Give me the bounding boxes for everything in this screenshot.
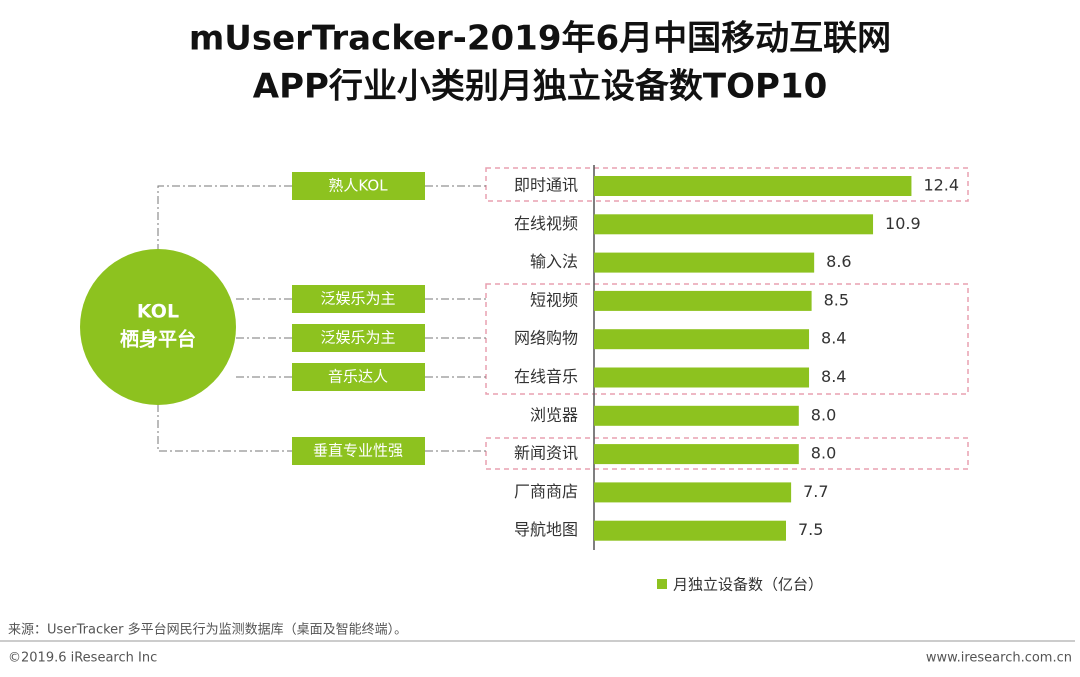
value-label: 10.9 [885,214,921,233]
value-label: 7.7 [803,482,828,501]
bar [594,252,815,273]
highlight-box [485,167,969,202]
tag-box [292,172,425,200]
category-label: 导航地图 [514,520,578,539]
tag-label: 泛娱乐为主 [320,329,395,347]
category-label: 浏览器 [530,405,578,424]
category-label: 短视频 [530,290,578,309]
value-label: 8.0 [811,444,836,463]
category-label: 输入法 [530,252,578,271]
connector [236,298,292,378]
value-label: 7.5 [798,520,823,539]
tag-box [292,363,425,391]
chart-title: mUserTracker-2019年6月中国移动互联网 [189,19,891,59]
tag-label: 垂直专业性强 [313,442,403,460]
platform-label: KOL [137,301,179,323]
platform-label: 栖身平台 [120,328,196,351]
category-label: 新闻资讯 [514,444,578,463]
bar [594,214,874,235]
bar [594,482,792,503]
bar [594,405,799,426]
category-label: 即时通讯 [514,176,578,195]
chart-title: APP行业小类别月独立设备数TOP10 [253,67,827,107]
legend-label: 月独立设备数（亿台） [673,576,823,594]
bar [594,520,786,541]
value-label: 8.5 [824,290,849,309]
bar [594,367,810,388]
connector [425,185,486,452]
legend-swatch [657,579,667,589]
category-label: 网络购物 [514,329,578,348]
category-label: 在线音乐 [514,367,578,386]
connectors [157,185,486,452]
highlight-box [485,437,969,470]
value-label: 8.6 [826,252,851,271]
tag-box [292,437,425,465]
tag-label: 熟人KOL [328,177,388,195]
tag-label: 音乐达人 [328,368,388,386]
tag-box [292,324,425,352]
value-label: 8.4 [821,329,846,348]
platform-circle [80,249,236,405]
bar [594,290,812,311]
value-label: 8.4 [821,367,846,386]
bar [594,444,799,465]
value-label: 8.0 [811,405,836,424]
category-label: 厂商商店 [514,482,578,501]
tag-label: 泛娱乐为主 [320,290,395,308]
source: 来源：UserTracker 多平台网民行为监测数据库（桌面及智能终端）。 [8,622,407,638]
highlight-box [485,283,969,395]
value-label: 12.4 [923,176,959,195]
tag-box [292,285,425,313]
bar [594,329,810,350]
category-label: 在线视频 [514,214,578,233]
connector [157,185,292,452]
website: www.iresearch.com.cn [926,651,1072,666]
copyright: ©2019.6 iResearch Inc [8,651,157,666]
bar [594,176,912,196]
